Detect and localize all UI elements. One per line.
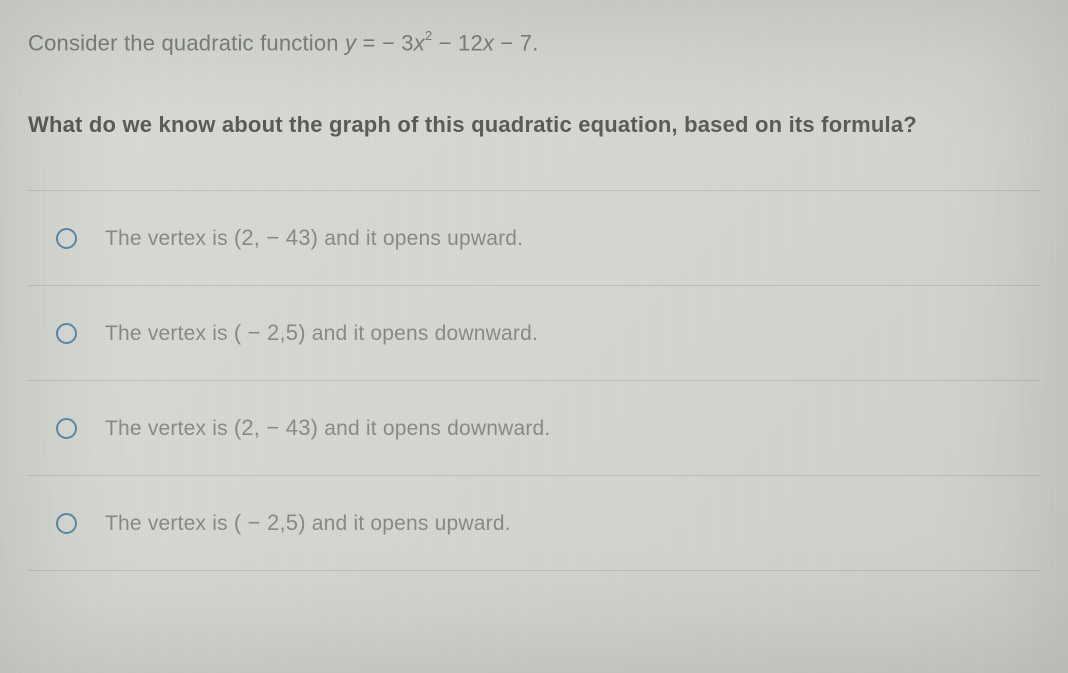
option-text: The vertex is ( − 2,5) and it opens upwa… xyxy=(105,510,511,536)
radio-icon[interactable] xyxy=(56,418,77,439)
eq-rest: − 12 xyxy=(432,30,483,55)
option-pre: The vertex is xyxy=(105,512,234,535)
option-row[interactable]: The vertex is (2, − 43) and it opens dow… xyxy=(28,381,1040,476)
eq-var2: x xyxy=(483,30,494,55)
eq-lhs: y xyxy=(345,30,356,55)
eq-coef1: − 3 xyxy=(382,30,414,55)
intro-prefix: Consider the quadratic function xyxy=(28,30,345,55)
option-post: and it opens upward. xyxy=(306,512,511,535)
eq-exp: 2 xyxy=(425,28,432,43)
option-row[interactable]: The vertex is ( − 2,5) and it opens down… xyxy=(28,286,1040,381)
option-row[interactable]: The vertex is ( − 2,5) and it opens upwa… xyxy=(28,476,1040,571)
option-pre: The vertex is xyxy=(105,417,234,440)
eq-eq: = xyxy=(356,30,382,55)
radio-icon[interactable] xyxy=(56,323,77,344)
option-coords: ( − 2,5) xyxy=(234,510,306,535)
option-post: and it opens upward. xyxy=(318,227,523,250)
option-pre: The vertex is xyxy=(105,227,234,250)
option-coords: (2, − 43) xyxy=(234,225,318,250)
option-coords: (2, − 43) xyxy=(234,415,318,440)
intro-text: Consider the quadratic function y = − 3x… xyxy=(28,30,1040,56)
option-post: and it opens downward. xyxy=(318,417,550,440)
eq-tail: − 7. xyxy=(494,30,538,55)
radio-icon[interactable] xyxy=(56,228,77,249)
eq-var1: x xyxy=(414,30,425,55)
option-text: The vertex is ( − 2,5) and it opens down… xyxy=(105,320,538,346)
question-text: What do we know about the graph of this … xyxy=(28,112,1040,138)
option-pre: The vertex is xyxy=(105,322,234,345)
radio-icon[interactable] xyxy=(56,513,77,534)
option-row[interactable]: The vertex is (2, − 43) and it opens upw… xyxy=(28,191,1040,286)
option-text: The vertex is (2, − 43) and it opens dow… xyxy=(105,415,550,441)
option-coords: ( − 2,5) xyxy=(234,320,306,345)
option-text: The vertex is (2, − 43) and it opens upw… xyxy=(105,225,523,251)
options-list: The vertex is (2, − 43) and it opens upw… xyxy=(28,190,1040,571)
option-post: and it opens downward. xyxy=(306,322,538,345)
